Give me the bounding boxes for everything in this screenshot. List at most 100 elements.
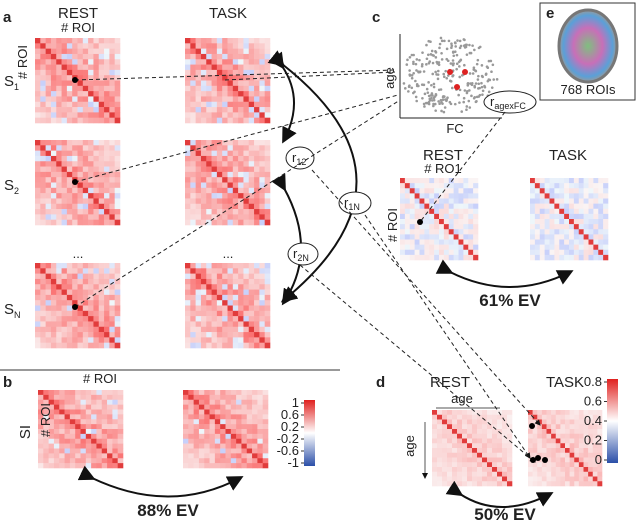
matrix-cell [252,409,258,415]
matrix-cell [82,64,89,71]
matrix-cell [109,171,115,178]
matrix-cell [560,476,566,482]
matrix-cell [209,409,216,415]
matrix-cell [264,48,271,55]
matrix-cell [77,332,84,338]
matrix-cell [82,43,89,49]
matrix-cell [98,150,105,157]
matrix-cell [204,404,210,410]
matrix-cell [188,424,194,430]
matrix-cell [541,414,547,420]
matrix-cell [216,316,223,322]
matrix-cell [88,53,94,60]
matrix-cell [211,182,218,189]
matrix-cell [206,182,212,189]
matrix-cell [185,321,191,328]
matrix-cell [559,188,565,194]
matrix-cell [98,342,105,349]
matrix-cell [238,145,244,151]
matrix-cell [98,294,105,301]
matrix-cell [35,140,41,146]
matrix-cell [232,294,239,301]
matrix-cell [200,140,207,146]
matrix-cell [243,268,250,274]
matrix-cell [195,101,202,108]
matrix-cell [554,183,560,189]
matrix-cell [264,145,271,151]
matrix-cell [183,429,189,435]
matrix-cell [603,193,609,199]
matrix-cell [593,229,599,235]
matrix-cell [539,239,545,245]
matrix-cell [216,332,223,338]
matrix-cell [238,316,244,322]
matrix-cell [257,399,263,405]
matrix-cell [243,150,250,157]
matrix-cell [114,80,121,87]
matrix-cell [216,150,223,157]
matrix-cell [544,234,550,240]
matrix-cell [477,448,483,454]
matrix-cell [190,284,196,290]
matrix-cell [93,177,100,183]
matrix-cell [200,273,207,280]
matrix-cell [241,424,248,430]
colorbar-tick-label: 0.2 [584,433,602,448]
matrix-cell [554,213,560,220]
matrix-cell [72,316,78,322]
matrix-cell [564,213,570,220]
matrix-cell [472,433,478,439]
matrix-cell [109,332,115,338]
matrix-cell [56,48,62,55]
matrix-cell [573,224,580,230]
scatter-dot [458,39,462,43]
matrix-cell [211,140,218,146]
matrix-cell [583,178,589,184]
matrix-cell [252,463,258,469]
matrix-cell [45,321,52,328]
matrix-cell [238,263,244,269]
matrix-cell [88,155,94,162]
matrix-cell [98,96,105,103]
matrix-cell [50,107,57,113]
matrix-cell [560,429,566,435]
matrix-cell [222,294,228,301]
matrix-cell [88,289,94,296]
matrix-cell [467,481,473,487]
matrix-cell [195,219,202,226]
matrix-cell [463,178,469,184]
matrix-cell [437,462,443,468]
matrix-cell [80,409,87,415]
matrix-cell [69,394,76,401]
matrix-cell [442,467,448,473]
matrix-cell [507,429,513,435]
matrix-cell [238,48,244,55]
matrix-cell [66,219,73,226]
matrix-cell [259,187,265,194]
matrix-cell [574,419,580,425]
matrix-cell [546,424,552,430]
matrix-cell [82,203,89,210]
matrix-cell [603,244,609,251]
matrix-cell [583,424,589,430]
axis-label: age [451,391,473,406]
matrix-cell [227,332,234,338]
matrix-cell [238,69,244,76]
matrix-cell [539,203,545,210]
matrix-cell [414,234,420,240]
matrix-cell [50,332,57,338]
matrix-cell [252,394,258,401]
explained-variance: 88% EV [137,501,199,520]
matrix-cell [603,239,609,245]
matrix-cell [227,91,234,97]
matrix-cell [109,64,115,71]
matrix-cell [532,481,538,487]
matrix-cell [190,219,196,226]
matrix-cell [539,193,545,199]
matrix-cell [492,424,498,430]
matrix-cell [487,471,493,477]
matrix-cell [549,254,555,261]
matrix-cell [82,214,89,220]
matrix-cell [262,419,269,425]
matrix-cell [432,443,438,449]
